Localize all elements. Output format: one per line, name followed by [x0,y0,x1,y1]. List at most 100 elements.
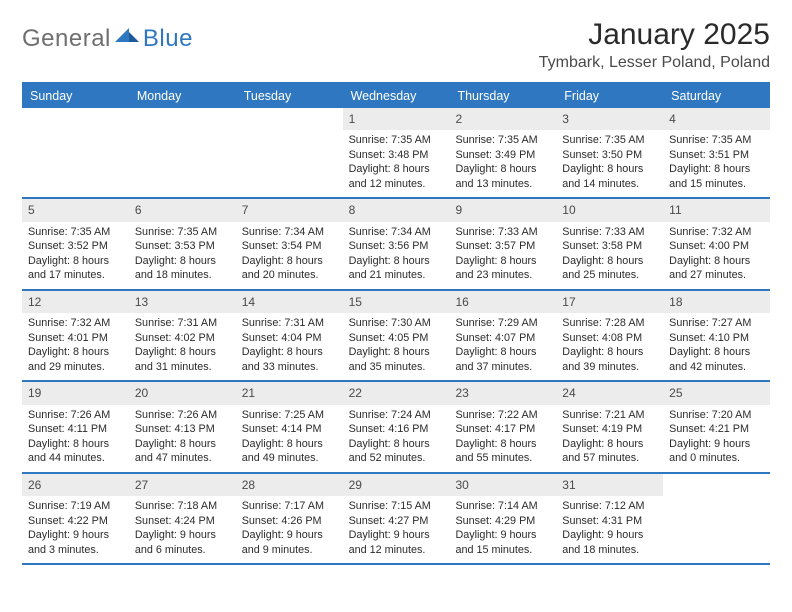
daylight-text: Daylight: 8 hours and 27 minutes. [669,254,764,283]
sunrise-text: Sunrise: 7:22 AM [455,408,550,423]
day-number: 4 [663,108,770,130]
daylight-text: Daylight: 8 hours and 23 minutes. [455,254,550,283]
day-cell: 2Sunrise: 7:35 AMSunset: 3:49 PMDaylight… [449,108,556,197]
daylight-text: Daylight: 9 hours and 6 minutes. [135,528,230,557]
sunrise-text: Sunrise: 7:26 AM [28,408,123,423]
sunrise-text: Sunrise: 7:33 AM [562,225,657,240]
daylight-text: Daylight: 8 hours and 35 minutes. [349,345,444,374]
day-number: 11 [663,199,770,221]
sunset-text: Sunset: 4:17 PM [455,422,550,437]
day-number: 19 [22,382,129,404]
sunrise-text: Sunrise: 7:34 AM [242,225,337,240]
sunrise-text: Sunrise: 7:35 AM [669,133,764,148]
day-cell: 7Sunrise: 7:34 AMSunset: 3:54 PMDaylight… [236,199,343,288]
day-cell: 17Sunrise: 7:28 AMSunset: 4:08 PMDayligh… [556,291,663,380]
daylight-text: Daylight: 8 hours and 39 minutes. [562,345,657,374]
sunset-text: Sunset: 3:56 PM [349,239,444,254]
sunrise-text: Sunrise: 7:31 AM [135,316,230,331]
day-cell: 20Sunrise: 7:26 AMSunset: 4:13 PMDayligh… [129,382,236,471]
day-cell: 1Sunrise: 7:35 AMSunset: 3:48 PMDaylight… [343,108,450,197]
day-number: 26 [22,474,129,496]
day-cell: 4Sunrise: 7:35 AMSunset: 3:51 PMDaylight… [663,108,770,197]
sunrise-text: Sunrise: 7:33 AM [455,225,550,240]
sunrise-text: Sunrise: 7:18 AM [135,499,230,514]
sunset-text: Sunset: 4:07 PM [455,331,550,346]
dow-cell: Sunday [22,84,129,108]
daylight-text: Daylight: 8 hours and 12 minutes. [349,162,444,191]
day-cell: . [129,108,236,197]
sunrise-text: Sunrise: 7:17 AM [242,499,337,514]
sunset-text: Sunset: 3:51 PM [669,148,764,163]
sunset-text: Sunset: 3:52 PM [28,239,123,254]
sunset-text: Sunset: 4:24 PM [135,514,230,529]
day-cell: 8Sunrise: 7:34 AMSunset: 3:56 PMDaylight… [343,199,450,288]
daylight-text: Daylight: 8 hours and 14 minutes. [562,162,657,191]
daylight-text: Daylight: 8 hours and 42 minutes. [669,345,764,374]
logo-text-general: General [22,25,111,53]
week-row: ...1Sunrise: 7:35 AMSunset: 3:48 PMDayli… [22,108,770,199]
sunset-text: Sunset: 3:53 PM [135,239,230,254]
day-cell: 26Sunrise: 7:19 AMSunset: 4:22 PMDayligh… [22,474,129,563]
daylight-text: Daylight: 8 hours and 21 minutes. [349,254,444,283]
day-cell: 3Sunrise: 7:35 AMSunset: 3:50 PMDaylight… [556,108,663,197]
dow-cell: Friday [556,84,663,108]
day-number: 30 [449,474,556,496]
sunset-text: Sunset: 3:49 PM [455,148,550,163]
sunrise-text: Sunrise: 7:35 AM [135,225,230,240]
sunrise-text: Sunrise: 7:32 AM [669,225,764,240]
sunset-text: Sunset: 4:02 PM [135,331,230,346]
day-number: 3 [556,108,663,130]
dow-cell: Tuesday [236,84,343,108]
title-block: January 2025 Tymbark, Lesser Poland, Pol… [539,18,770,72]
day-cell: 18Sunrise: 7:27 AMSunset: 4:10 PMDayligh… [663,291,770,380]
day-cell: 19Sunrise: 7:26 AMSunset: 4:11 PMDayligh… [22,382,129,471]
day-cell: 27Sunrise: 7:18 AMSunset: 4:24 PMDayligh… [129,474,236,563]
sunset-text: Sunset: 4:05 PM [349,331,444,346]
day-cell: 21Sunrise: 7:25 AMSunset: 4:14 PMDayligh… [236,382,343,471]
day-cell: 30Sunrise: 7:14 AMSunset: 4:29 PMDayligh… [449,474,556,563]
day-number: 24 [556,382,663,404]
daylight-text: Daylight: 9 hours and 3 minutes. [28,528,123,557]
day-number: 14 [236,291,343,313]
daylight-text: Daylight: 8 hours and 31 minutes. [135,345,230,374]
sunrise-text: Sunrise: 7:35 AM [349,133,444,148]
sunset-text: Sunset: 4:08 PM [562,331,657,346]
day-cell: 23Sunrise: 7:22 AMSunset: 4:17 PMDayligh… [449,382,556,471]
sunrise-text: Sunrise: 7:28 AM [562,316,657,331]
day-cell: . [663,474,770,563]
daylight-text: Daylight: 8 hours and 55 minutes. [455,437,550,466]
day-cell: 6Sunrise: 7:35 AMSunset: 3:53 PMDaylight… [129,199,236,288]
sunset-text: Sunset: 4:21 PM [669,422,764,437]
sunset-text: Sunset: 4:31 PM [562,514,657,529]
sunset-text: Sunset: 4:01 PM [28,331,123,346]
daylight-text: Daylight: 8 hours and 33 minutes. [242,345,337,374]
daylight-text: Daylight: 8 hours and 47 minutes. [135,437,230,466]
sunrise-text: Sunrise: 7:15 AM [349,499,444,514]
sunrise-text: Sunrise: 7:32 AM [28,316,123,331]
week-row: 26Sunrise: 7:19 AMSunset: 4:22 PMDayligh… [22,474,770,565]
week-row: 12Sunrise: 7:32 AMSunset: 4:01 PMDayligh… [22,291,770,382]
sunrise-text: Sunrise: 7:26 AM [135,408,230,423]
day-cell: 9Sunrise: 7:33 AMSunset: 3:57 PMDaylight… [449,199,556,288]
day-number: 5 [22,199,129,221]
header: General Blue January 2025 Tymbark, Lesse… [22,18,770,72]
day-number: 2 [449,108,556,130]
sunset-text: Sunset: 4:04 PM [242,331,337,346]
sunset-text: Sunset: 4:14 PM [242,422,337,437]
weeks-container: ... 1Sunrise: 7:35 AMSunset: 3:48 PMDayli… [22,108,770,565]
sunset-text: Sunset: 4:22 PM [28,514,123,529]
sunset-text: Sunset: 4:11 PM [28,422,123,437]
daylight-text: Daylight: 8 hours and 52 minutes. [349,437,444,466]
sunrise-text: Sunrise: 7:34 AM [349,225,444,240]
sunset-text: Sunset: 4:26 PM [242,514,337,529]
day-number: 22 [343,382,450,404]
day-number: 12 [22,291,129,313]
sunrise-text: Sunrise: 7:25 AM [242,408,337,423]
daylight-text: Daylight: 9 hours and 9 minutes. [242,528,337,557]
calendar: SundayMondayTuesdayWednesdayThursdayFrid… [22,82,770,565]
dow-cell: Thursday [449,84,556,108]
sunrise-text: Sunrise: 7:24 AM [349,408,444,423]
logo-text-blue: Blue [143,25,193,53]
daylight-text: Daylight: 8 hours and 29 minutes. [28,345,123,374]
day-cell: . [22,108,129,197]
